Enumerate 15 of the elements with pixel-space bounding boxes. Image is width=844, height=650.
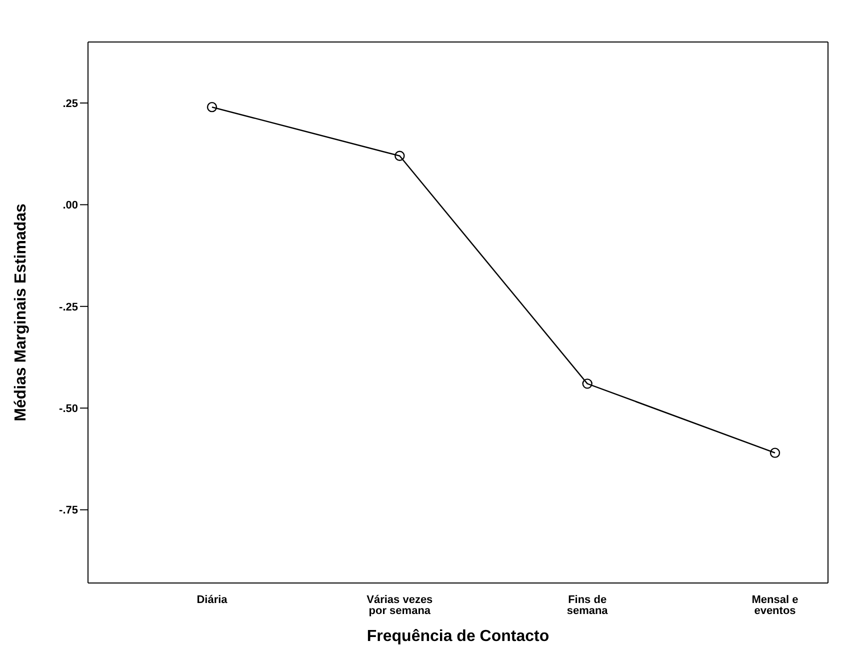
x-axis-title: Frequência de Contacto [366, 628, 550, 645]
point [770, 448, 780, 458]
y-tick-label: .25 [62, 98, 78, 110]
point [394, 150, 405, 161]
y-tick-label: -.75 [59, 504, 78, 517]
x-tick-label: Várias vezes por semana [366, 594, 433, 617]
y-axis-title: Médias Marginais Estimadas [12, 203, 30, 422]
point [582, 378, 592, 389]
point [206, 102, 218, 112]
x-tick-label: Mensal e eventos [752, 594, 798, 617]
x-tick-label: Fins de semana [566, 594, 609, 617]
x-tick-label: Diária [196, 594, 228, 606]
y-tick-label: .00 [62, 200, 78, 212]
y-tick-label: -.25 [59, 301, 78, 314]
y-tick-label: -.50 [59, 402, 78, 415]
